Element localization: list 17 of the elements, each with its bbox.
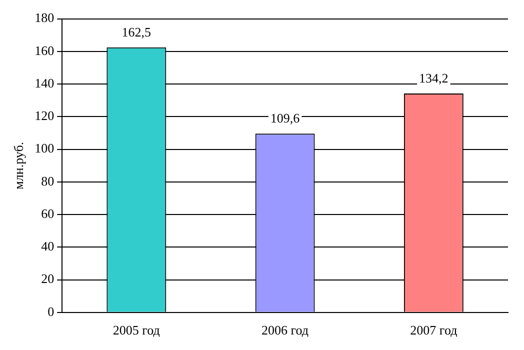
y-tick-label: 100 [34,140,54,156]
y-tick-label: 140 [34,75,54,90]
y-tick-label: 180 [34,10,54,26]
y-tick-label: 120 [34,108,54,124]
y-tick-label: 160 [34,42,54,58]
x-tick-label: 2007 год [410,322,458,338]
data-label: 109,6 [270,110,300,126]
x-tick-label: 2005 год [112,322,160,338]
data-label: 162,5 [122,24,152,40]
y-tick-label: 0 [48,304,54,319]
x-tick-label: 2006 год [262,322,309,338]
y-tick-label: 80 [41,173,54,188]
y-tick-label: 60 [41,206,54,221]
y-axis-title: млн.руб. [11,142,26,190]
data-label: 134,2 [419,70,448,86]
y-tick-label: 40 [41,238,54,254]
y-tick-label: 20 [41,271,54,286]
